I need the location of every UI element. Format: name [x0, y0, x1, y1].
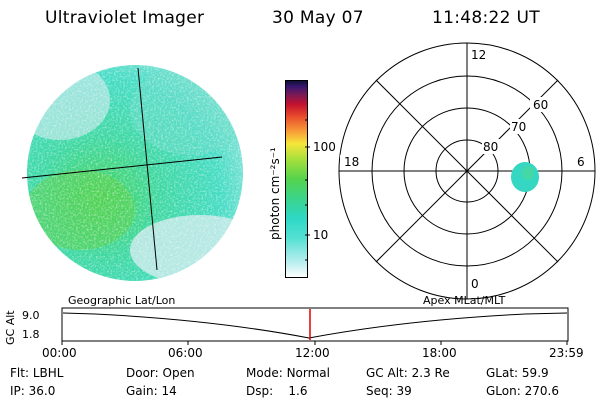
polar-label-6: 6 [577, 155, 585, 169]
instrument-title: Ultraviolet Imager [45, 8, 205, 28]
altitude-timeline [61, 307, 569, 345]
timeline-axis-title: GC Alt [4, 310, 17, 345]
colorbar [285, 80, 308, 278]
date-label: 30 May 07 [272, 8, 364, 28]
status-glat: GLat: 59.9 [486, 366, 549, 380]
colorbar-unit-label: photon cm⁻²s⁻¹ [268, 147, 282, 240]
status-door: Door: Open [126, 366, 195, 380]
timeline-right-caption: Apex MLat/MLT [423, 294, 506, 307]
disk-latitude-line [21, 156, 223, 179]
time-tick-1200: 12:00 [295, 346, 330, 360]
polar-mlat-mlt-plot [338, 42, 596, 300]
status-gain: Gain: 14 [126, 384, 177, 398]
polar-label-18: 18 [344, 155, 360, 169]
time-tick-0000: 00:00 [42, 346, 77, 360]
timeline-ytick-1-8: 1.8 [22, 328, 40, 341]
polar-label-70: 70 [511, 120, 527, 134]
status-mode: Mode: Normal [246, 366, 330, 380]
colorbar-ticks [305, 119, 310, 261]
colorbar-tick-100: 100 [313, 140, 336, 154]
time-label: 11:48:22 UT [432, 8, 540, 28]
timeline-left-caption: Geographic Lat/Lon [68, 294, 176, 307]
status-dsp: Dsp: 1.6 [246, 384, 308, 398]
timeline-ytick-9: 9.0 [22, 309, 40, 322]
polar-label-12: 12 [471, 48, 487, 62]
status-glon: GLon: 270.6 [486, 384, 559, 398]
status-flt: Flt: LBHL [10, 366, 64, 380]
time-tick-0600: 06:00 [168, 346, 203, 360]
status-gc-alt: GC Alt: 2.3 Re [366, 366, 450, 380]
time-tick-1800: 18:00 [422, 346, 457, 360]
polar-label-0: 0 [471, 277, 479, 291]
status-seq: Seq: 39 [366, 384, 412, 398]
polar-label-80: 80 [483, 140, 499, 154]
disk-longitude-line [137, 67, 158, 271]
time-tick-2359: 23:59 [549, 346, 584, 360]
polar-label-60: 60 [533, 98, 549, 112]
status-ip: IP: 36.0 [10, 384, 56, 398]
colorbar-tick-10: 10 [313, 228, 329, 242]
